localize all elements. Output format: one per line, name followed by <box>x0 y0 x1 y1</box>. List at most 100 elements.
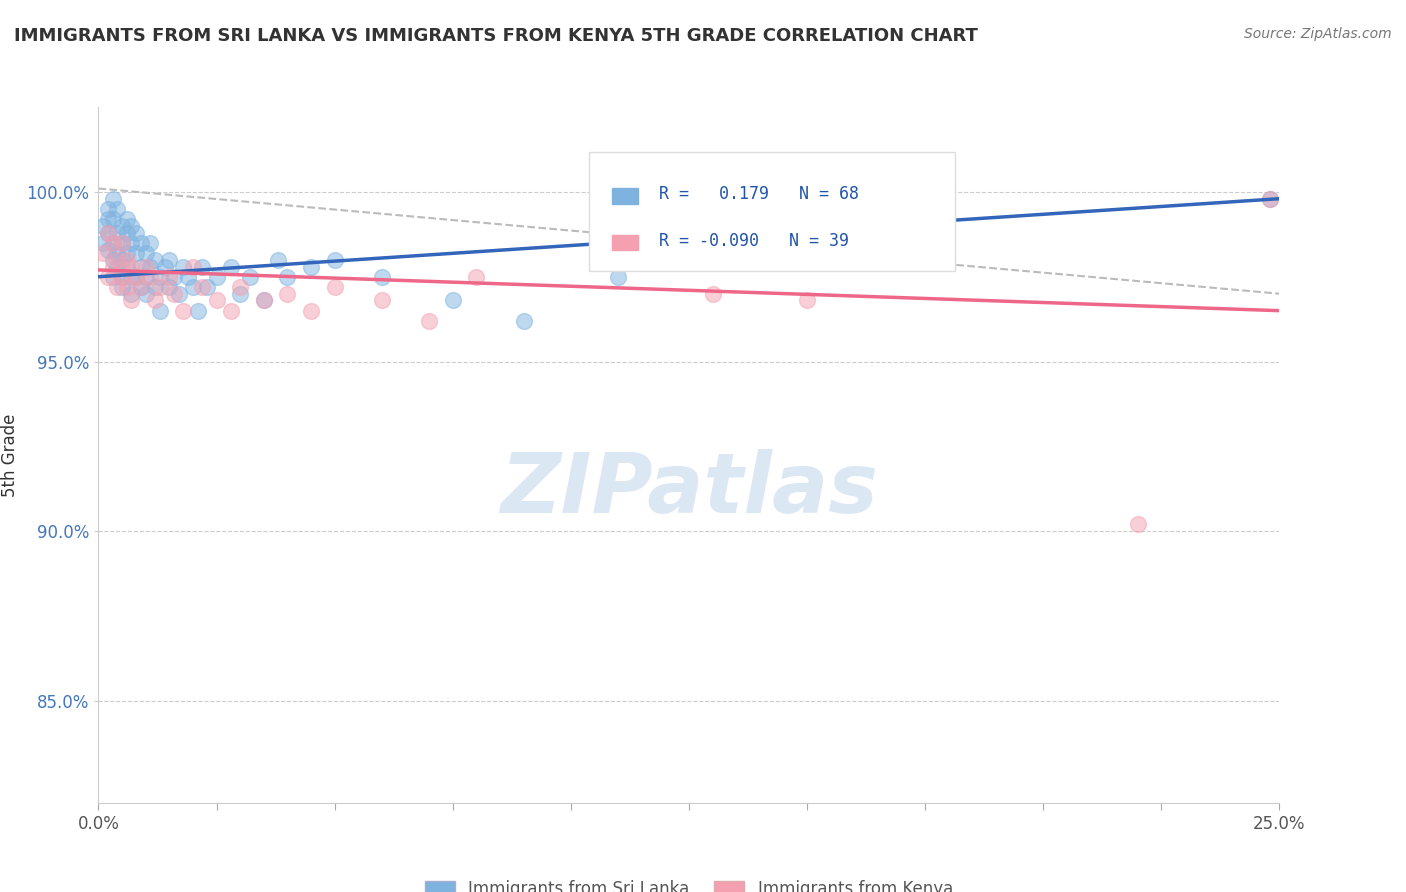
Point <box>219 260 242 274</box>
Point <box>121 219 143 233</box>
Point <box>191 260 214 274</box>
Point <box>149 303 172 318</box>
Point <box>115 226 138 240</box>
Point <box>441 293 464 308</box>
Point <box>101 269 124 284</box>
Point <box>229 286 252 301</box>
Point <box>97 269 120 284</box>
Point <box>111 280 134 294</box>
Point <box>101 235 124 250</box>
FancyBboxPatch shape <box>589 153 955 270</box>
Point <box>97 226 120 240</box>
Point <box>512 314 534 328</box>
Point <box>101 192 124 206</box>
Point <box>157 280 180 294</box>
Point <box>97 243 120 257</box>
Point <box>139 235 162 250</box>
FancyBboxPatch shape <box>612 235 638 251</box>
Point <box>153 260 176 274</box>
Point <box>111 269 134 284</box>
Point <box>299 260 322 274</box>
Text: R =   0.179   N = 68: R = 0.179 N = 68 <box>659 185 859 203</box>
Point <box>172 303 194 318</box>
Point <box>121 286 143 301</box>
Point <box>105 260 128 274</box>
Point <box>101 212 124 227</box>
Point <box>139 260 162 274</box>
Point <box>143 293 166 308</box>
Point <box>1258 192 1281 206</box>
Point <box>105 252 128 267</box>
Point <box>125 226 148 240</box>
Point <box>135 286 157 301</box>
Legend: Immigrants from Sri Lanka, Immigrants from Kenya: Immigrants from Sri Lanka, Immigrants fr… <box>418 874 960 892</box>
Point <box>253 293 276 308</box>
Point <box>105 226 128 240</box>
Point <box>1126 517 1149 532</box>
Text: Source: ZipAtlas.com: Source: ZipAtlas.com <box>1244 27 1392 41</box>
Point <box>135 260 157 274</box>
Point <box>111 252 134 267</box>
Point <box>191 280 214 294</box>
Point <box>157 269 180 284</box>
Point <box>1258 192 1281 206</box>
Point <box>125 246 148 260</box>
Point <box>115 246 138 260</box>
Point <box>177 269 200 284</box>
Point <box>97 202 120 216</box>
Point <box>139 269 162 284</box>
Point <box>371 269 394 284</box>
Point <box>91 235 114 250</box>
Point <box>121 269 143 284</box>
Point <box>135 269 157 284</box>
Y-axis label: 5th Grade: 5th Grade <box>1 413 20 497</box>
Point <box>105 246 128 260</box>
Point <box>129 280 152 294</box>
Point <box>97 212 120 227</box>
Point <box>115 212 138 227</box>
Point <box>143 280 166 294</box>
Point <box>149 269 172 284</box>
Point <box>157 252 180 267</box>
Point <box>121 235 143 250</box>
FancyBboxPatch shape <box>612 188 638 203</box>
Point <box>111 235 134 250</box>
Point <box>465 269 488 284</box>
Point <box>163 269 186 284</box>
Point <box>101 235 124 250</box>
Point <box>195 280 218 294</box>
Text: IMMIGRANTS FROM SRI LANKA VS IMMIGRANTS FROM KENYA 5TH GRADE CORRELATION CHART: IMMIGRANTS FROM SRI LANKA VS IMMIGRANTS … <box>14 27 979 45</box>
Point <box>219 303 242 318</box>
Point <box>91 246 114 260</box>
Point <box>253 293 276 308</box>
Point <box>125 269 148 284</box>
Point <box>101 252 124 267</box>
Point <box>371 293 394 308</box>
Point <box>91 219 114 233</box>
Point <box>105 202 128 216</box>
Point <box>181 280 204 294</box>
Point <box>115 252 138 267</box>
Point <box>163 286 186 301</box>
Point <box>115 260 138 274</box>
Point <box>121 293 143 308</box>
Point <box>101 260 124 274</box>
Point <box>105 280 128 294</box>
Point <box>267 252 290 267</box>
Point <box>115 280 138 294</box>
Point <box>187 303 209 318</box>
Point <box>276 286 298 301</box>
Point <box>129 280 152 294</box>
Point <box>229 280 252 294</box>
Point <box>111 269 134 284</box>
Point <box>167 286 190 301</box>
Point <box>299 303 322 318</box>
Point <box>418 314 440 328</box>
Point <box>323 252 346 267</box>
Point <box>607 269 630 284</box>
Point <box>239 269 262 284</box>
Text: ZIPatlas: ZIPatlas <box>501 450 877 530</box>
Point <box>796 293 818 308</box>
Point <box>135 246 157 260</box>
Point <box>702 286 724 301</box>
